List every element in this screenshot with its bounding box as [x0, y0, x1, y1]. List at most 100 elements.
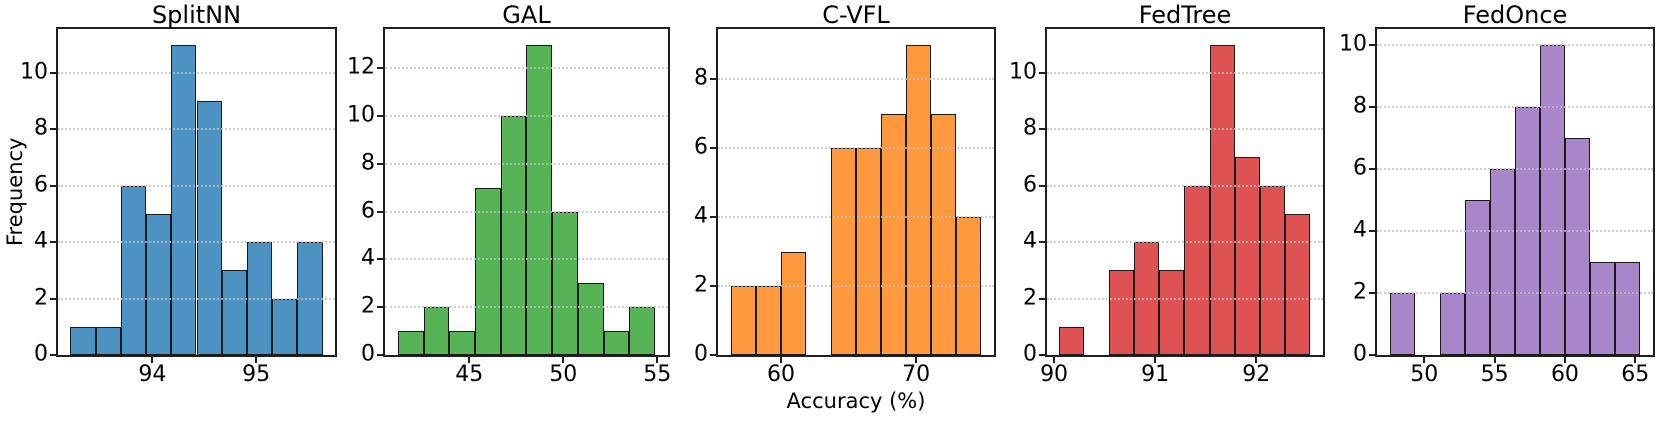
y-tick-mark: [50, 354, 56, 356]
histogram-bar: [1284, 213, 1310, 355]
y-tick-mark: [1369, 229, 1375, 232]
x-tick-label: 92: [1242, 362, 1271, 387]
y-tick-label: 10: [347, 102, 375, 128]
histogram-bar: [120, 185, 147, 355]
y-tick-label: 8: [694, 65, 708, 91]
y-tick-label: 4: [694, 203, 708, 229]
histogram-bar: [603, 331, 630, 355]
x-tick-label: 70: [902, 362, 931, 387]
histogram-bar: [1615, 261, 1641, 355]
y-tick-label: 8: [361, 150, 375, 176]
panel-title: SplitNN: [151, 0, 242, 29]
histogram-bar: [856, 148, 882, 355]
x-tick-mark: [151, 357, 154, 363]
panel-fedtree: FedTree 0 2 4 6 8 10 90 91 92: [1009, 2, 1325, 386]
x-tick-mark: [1493, 357, 1496, 363]
y-gridline: [1047, 128, 1323, 131]
panel-gal: GAL 0 2 4 6 8 10 12 45 50 55: [347, 2, 671, 385]
x-tick-label: 60: [1550, 362, 1579, 387]
histogram-bar: [1234, 157, 1260, 355]
histogram-bar: [196, 100, 222, 355]
y-tick-mark: [50, 184, 56, 187]
x-tick-label: 91: [1141, 362, 1170, 387]
y-tick-label: 2: [694, 272, 708, 298]
y-tick-label: 4: [1023, 228, 1037, 254]
y-tick-label: 8: [34, 115, 48, 141]
histogram-bar: [1389, 292, 1415, 355]
histogram-bar: [1184, 185, 1210, 355]
histogram-bar: [221, 270, 247, 355]
histogram-bar: [1059, 326, 1085, 355]
x-tick-label: 65: [1621, 362, 1650, 387]
histogram-bar: [171, 44, 197, 355]
histogram-bar: [1439, 292, 1465, 355]
histogram-bar: [526, 44, 553, 355]
x-tick-label: 50: [549, 362, 578, 387]
y-tick-mark: [1369, 43, 1375, 46]
y-tick-label: 0: [694, 341, 708, 367]
y-gridline: [1377, 43, 1653, 46]
histogram-bar: [246, 242, 273, 355]
y-tick-mark: [1039, 241, 1045, 244]
y-tick-label: 10: [20, 59, 48, 85]
histogram-bar: [449, 331, 475, 355]
histogram-bar: [830, 148, 856, 355]
y-tick-label: 6: [1023, 172, 1037, 198]
histogram-bar: [297, 242, 323, 355]
x-tick-mark: [562, 357, 565, 363]
y-tick-label: 4: [1353, 217, 1367, 243]
histogram-bar: [1540, 44, 1566, 355]
y-tick-mark: [50, 128, 56, 131]
y-tick-mark: [710, 216, 716, 218]
histogram-bar: [146, 213, 172, 355]
x-tick-mark: [1053, 357, 1056, 363]
panel-fedonce: FedOnce 0 2 4 6 8 10 50 55 60 65: [1339, 2, 1655, 386]
y-tick-mark: [710, 285, 716, 287]
x-tick-mark: [780, 357, 783, 363]
x-tick-label: 95: [242, 362, 271, 387]
y-tick-mark: [710, 354, 716, 356]
panel-title: FedOnce: [1462, 0, 1568, 29]
x-tick-mark: [1255, 357, 1258, 363]
y-tick-mark: [710, 78, 716, 81]
histogram-bar: [755, 286, 781, 355]
y-tick-label: 6: [1353, 155, 1367, 181]
histogram-bar: [1109, 270, 1135, 355]
histogram-bar: [780, 251, 806, 355]
y-tick-label: 0: [1353, 341, 1367, 367]
x-axis-label: Accuracy (%): [786, 389, 926, 413]
y-tick-label: 2: [1023, 285, 1037, 311]
y-tick-label: 6: [361, 198, 375, 224]
histogram-bar: [1565, 137, 1591, 355]
y-tick-label: 2: [34, 285, 48, 311]
histogram-bar: [1464, 199, 1490, 355]
y-tick-label: 10: [1009, 59, 1037, 85]
histogram-bar: [956, 217, 982, 355]
y-tick-mark: [1039, 184, 1045, 187]
y-tick-mark: [1369, 354, 1375, 356]
x-tick-mark: [1634, 357, 1637, 363]
x-tick-mark: [1423, 357, 1426, 363]
y-tick-label: 4: [34, 228, 48, 254]
y-tick-mark: [1369, 105, 1375, 108]
y-tick-mark: [377, 258, 383, 261]
y-tick-mark: [377, 306, 383, 309]
y-tick-mark: [1039, 297, 1045, 300]
histogram-bar: [423, 307, 450, 355]
panel-cvfl: C-VFL 0 2 4 6 8 60 70: [694, 2, 996, 386]
histogram-bar: [1515, 106, 1541, 355]
x-tick-label: 90: [1040, 362, 1069, 387]
x-tick-label: 50: [1410, 362, 1439, 387]
y-tick-label: 8: [1353, 93, 1367, 119]
panel-splitnn: SplitNN 0 2 4 6 8 10 94 95: [20, 2, 337, 386]
histogram-bar: [1134, 242, 1160, 355]
x-tick-label: 55: [1480, 362, 1509, 387]
y-tick-label: 2: [1353, 279, 1367, 305]
histogram-bar: [1209, 44, 1235, 355]
y-tick-mark: [1039, 128, 1045, 131]
histogram-bar: [1259, 185, 1285, 355]
y-tick-mark: [377, 210, 383, 213]
y-gridline: [1047, 71, 1323, 74]
y-tick-mark: [50, 297, 56, 300]
